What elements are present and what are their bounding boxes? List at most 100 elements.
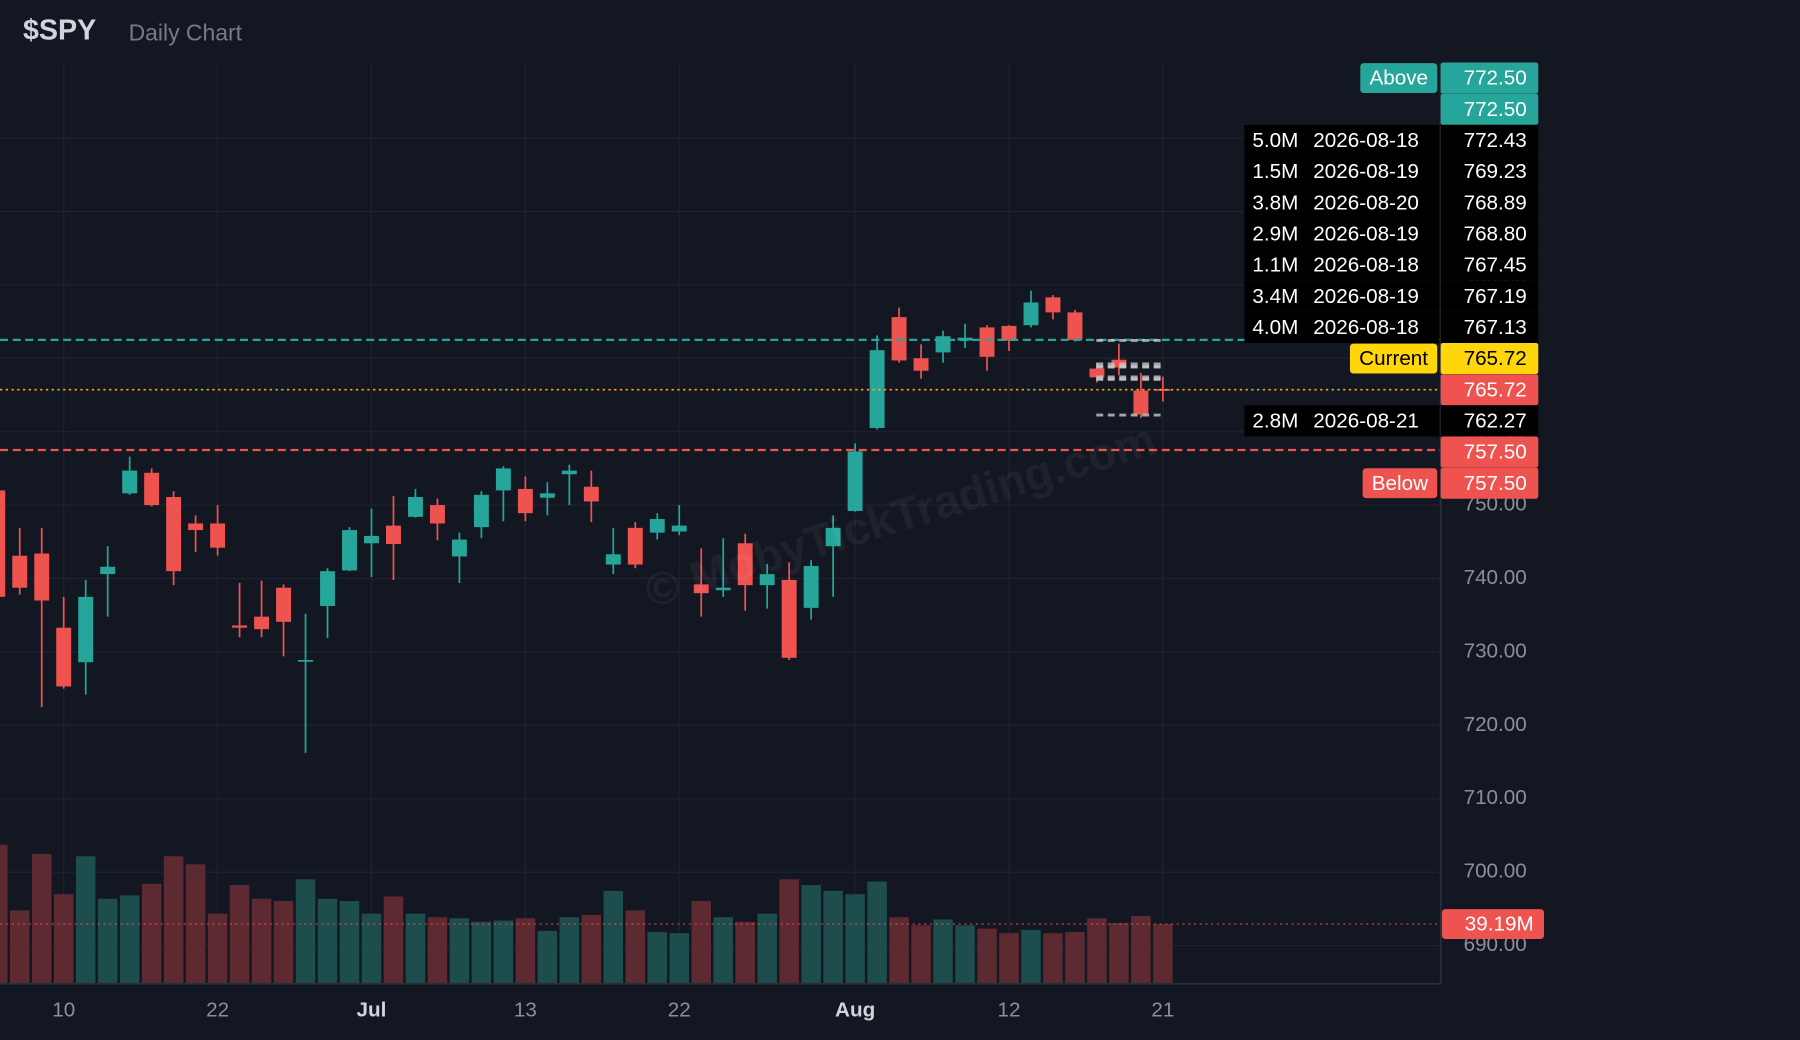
volume-bar [845, 894, 865, 984]
price-label: 769.23 [1464, 160, 1527, 183]
x-tick-label: 22 [668, 999, 691, 1022]
tag-label: Below [1372, 472, 1428, 495]
volume-bar [801, 885, 821, 984]
y-tick-label: 710.00 [1464, 786, 1527, 809]
candle-body [737, 543, 753, 586]
volume-bar [317, 898, 338, 984]
price-box [1440, 436, 1539, 468]
order-size: 5.0M [1252, 129, 1298, 152]
price-label: 772.50 [1464, 98, 1527, 121]
volume-bar [911, 925, 931, 984]
candle-body [671, 525, 687, 532]
candle-body [166, 497, 182, 572]
order-date: 2026-08-19 [1313, 160, 1419, 183]
candle-body [605, 554, 621, 565]
candle-body [803, 566, 819, 608]
candle-body [188, 523, 204, 531]
candle-body [364, 535, 379, 544]
x-tick-label: 21 [1151, 999, 1174, 1022]
volume-bar [735, 921, 755, 984]
candle-body [627, 527, 643, 565]
price-box [1440, 124, 1539, 156]
x-tick-label: Aug [835, 999, 875, 1022]
price-label: 772.50 [1464, 67, 1527, 90]
candle-body [1067, 312, 1083, 340]
volume-bar [141, 883, 162, 984]
volume-bar [1109, 922, 1129, 984]
candle-body [276, 587, 292, 622]
volume-bar [933, 919, 953, 984]
volume-bar [383, 896, 404, 984]
x-tick-label: Jul [357, 999, 387, 1022]
candle-body [122, 470, 138, 494]
price-label: 767.13 [1464, 316, 1527, 339]
volume-label-box [1441, 909, 1545, 939]
tag-label: Current [1359, 347, 1428, 370]
volume-bar [449, 918, 470, 984]
price-label: 765.72 [1464, 378, 1527, 401]
tag-label: Above [1369, 67, 1428, 90]
volume-bar [713, 917, 733, 984]
volume-bar [779, 879, 799, 984]
candle-body [1001, 325, 1017, 341]
candle-body [144, 472, 160, 506]
candle-body [407, 497, 423, 517]
volume-bar [1043, 933, 1063, 984]
candle-body [78, 596, 94, 663]
candle-body [0, 490, 6, 597]
candle-body [1111, 359, 1127, 368]
candle-body [847, 451, 863, 511]
candle-body [386, 525, 401, 544]
y-tick-label: 700.00 [1464, 860, 1527, 883]
price-box [1440, 249, 1539, 281]
volume-bar [1021, 929, 1041, 984]
candle-body [473, 494, 489, 528]
volume-bar [0, 844, 8, 984]
volume-bar [691, 901, 711, 984]
candle-body [56, 627, 72, 687]
candle-body [715, 587, 731, 591]
y-tick-label: 740.00 [1464, 566, 1527, 589]
candle-body [1133, 390, 1149, 415]
price-box [1440, 280, 1539, 312]
volume-bar [31, 853, 52, 984]
candle-body [1089, 368, 1105, 378]
price-label: 765.72 [1464, 347, 1527, 370]
candle-body [342, 530, 357, 571]
order-date: 2026-08-19 [1313, 285, 1419, 308]
label-layer: 39.19M 772.50 Above 772.50 772.43 5.0M 2026-08… [1244, 62, 1545, 939]
volume-bar [163, 856, 184, 984]
candle-body [561, 470, 577, 475]
candle-body [1155, 389, 1171, 391]
volume-bar [493, 920, 514, 984]
price-box [1440, 156, 1539, 188]
order-date: 2026-08-20 [1313, 191, 1419, 214]
tag-box [1360, 63, 1438, 93]
volume-bar [75, 856, 96, 984]
volume-bar [823, 890, 843, 984]
order-box [1244, 187, 1440, 219]
candle-body [210, 523, 226, 548]
price-box [1440, 374, 1539, 406]
subtitle: Daily Chart [129, 19, 243, 45]
order-date: 2026-08-19 [1313, 222, 1419, 245]
y-tick-label: 720.00 [1464, 713, 1527, 736]
candle-body [583, 486, 599, 502]
candle-body [34, 553, 50, 601]
candle-body [913, 358, 929, 371]
price-label: 767.45 [1464, 254, 1527, 277]
volume-bar [339, 901, 360, 984]
candle-body [781, 579, 797, 658]
volume-bar [361, 913, 382, 984]
order-box [1244, 311, 1440, 343]
price-label: 767.19 [1464, 285, 1527, 308]
tag-box [1349, 343, 1438, 374]
order-box [1244, 124, 1440, 156]
volume-bar [581, 914, 602, 984]
candle-body [1045, 297, 1061, 313]
volume-bar [1065, 932, 1085, 984]
order-box [1244, 405, 1440, 437]
price-box [1440, 62, 1539, 94]
candle-body [254, 616, 270, 630]
